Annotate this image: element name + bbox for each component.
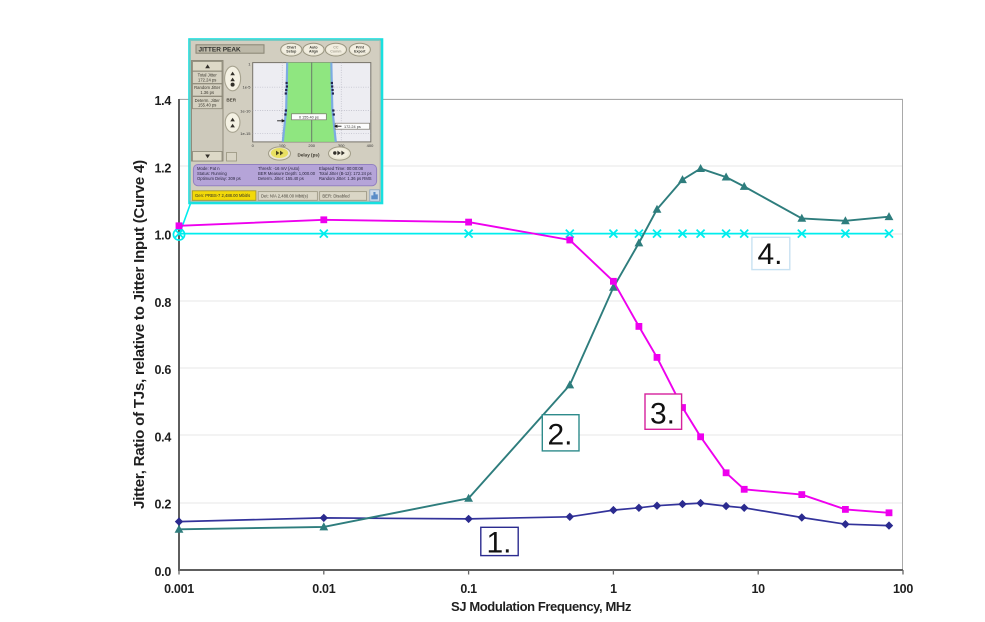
svg-text:Align: Align [309, 50, 318, 54]
svg-text:Determ. Jitter: 155.40 ps: Determ. Jitter: 155.40 ps [258, 176, 304, 181]
svg-text:1: 1 [610, 582, 617, 596]
svg-text:1.4: 1.4 [155, 94, 172, 108]
svg-text:Chart: Chart [287, 46, 297, 50]
svg-text:0.2: 0.2 [155, 498, 172, 512]
svg-text:0.6: 0.6 [155, 363, 172, 377]
svg-text:JITTER PEAK: JITTER PEAK [199, 46, 242, 53]
svg-text:10: 10 [752, 582, 766, 596]
svg-text:BER: BER [226, 98, 236, 103]
svg-text:Auto: Auto [309, 46, 318, 50]
svg-text:200: 200 [308, 143, 315, 148]
svg-text:3.: 3. [650, 398, 675, 431]
svg-text:Thresh: -16 mV (Auto): Thresh: -16 mV (Auto) [258, 166, 300, 171]
svg-text:Jitter, Ratio of TJs, relative: Jitter, Ratio of TJs, relative to Jitter… [131, 160, 148, 509]
svg-text:Setup: Setup [286, 50, 297, 54]
svg-text:1.36 ps: 1.36 ps [200, 90, 214, 95]
svg-text:1: 1 [248, 62, 251, 67]
svg-text:0.001: 0.001 [164, 582, 194, 596]
svg-text:Determ. Jitter: Determ. Jitter [195, 98, 221, 103]
svg-text:Comm: Comm [330, 50, 341, 54]
svg-text:BER: Disabled: BER: Disabled [322, 193, 350, 198]
svg-text:Random Jitter: Random Jitter [194, 85, 221, 90]
svg-text:155.40 ps: 155.40 ps [198, 103, 216, 108]
svg-text:1.: 1. [486, 527, 511, 560]
svg-text:1e-5: 1e-5 [242, 85, 251, 90]
svg-text:0.8: 0.8 [155, 296, 172, 310]
svg-text:4.: 4. [757, 238, 782, 271]
svg-text:0 155.40 ps: 0 155.40 ps [299, 116, 319, 120]
svg-text:Export: Export [354, 50, 366, 54]
svg-text:Det: N/A 2,488.00 Mbit(s): Det: N/A 2,488.00 Mbit(s) [261, 193, 309, 198]
svg-text:Mode: Pat n: Mode: Pat n [197, 166, 220, 171]
svg-text:Random Jitter: 1.36 ps RMS: Random Jitter: 1.36 ps RMS [319, 176, 372, 181]
svg-text:Print: Print [356, 46, 365, 50]
svg-text:1.2: 1.2 [155, 161, 172, 175]
svg-text:Total Jitter (B-12): 172.24 p: Total Jitter (B-12): 172.24 ps [319, 171, 372, 176]
svg-text:Elapsed Time: 00:00:08: Elapsed Time: 00:00:08 [319, 166, 364, 171]
svg-text:Total Jitter: Total Jitter [198, 73, 218, 78]
svg-text:0.1: 0.1 [460, 582, 477, 596]
svg-text:400: 400 [367, 143, 374, 148]
svg-text:100: 100 [893, 582, 913, 596]
svg-text:Status: Running: Status: Running [197, 171, 227, 176]
svg-text:172.24 ps: 172.24 ps [344, 125, 361, 129]
svg-text:1.0: 1.0 [155, 229, 172, 243]
svg-text:Optimum Delay: 309 ps: Optimum Delay: 309 ps [197, 176, 241, 181]
svg-text:1e-10: 1e-10 [240, 108, 251, 113]
svg-text:2.: 2. [547, 419, 572, 452]
svg-text:0.01: 0.01 [312, 582, 335, 596]
svg-text:0.0: 0.0 [155, 565, 172, 579]
svg-text:100: 100 [279, 143, 286, 148]
svg-text:1e-15: 1e-15 [240, 131, 251, 136]
svg-text:CC: CC [333, 46, 339, 50]
svg-text:172.24 ps: 172.24 ps [198, 78, 216, 83]
svg-text:0.4: 0.4 [155, 430, 172, 444]
svg-text:0: 0 [252, 143, 255, 148]
svg-text:SJ Modulation Frequency, MHz: SJ Modulation Frequency, MHz [451, 599, 632, 614]
svg-text:Delay (ps): Delay (ps) [298, 152, 320, 157]
svg-text:BER Measure Depth: 1,000.00: BER Measure Depth: 1,000.00 [258, 171, 316, 176]
svg-text:300: 300 [338, 143, 345, 148]
svg-text:Gen: PRBS-7 2,488.00 Mbit/s: Gen: PRBS-7 2,488.00 Mbit/s [195, 193, 250, 198]
